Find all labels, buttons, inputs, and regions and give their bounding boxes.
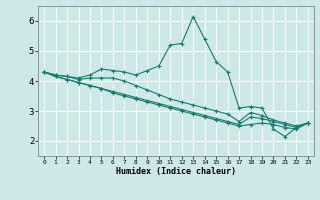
X-axis label: Humidex (Indice chaleur): Humidex (Indice chaleur): [116, 167, 236, 176]
